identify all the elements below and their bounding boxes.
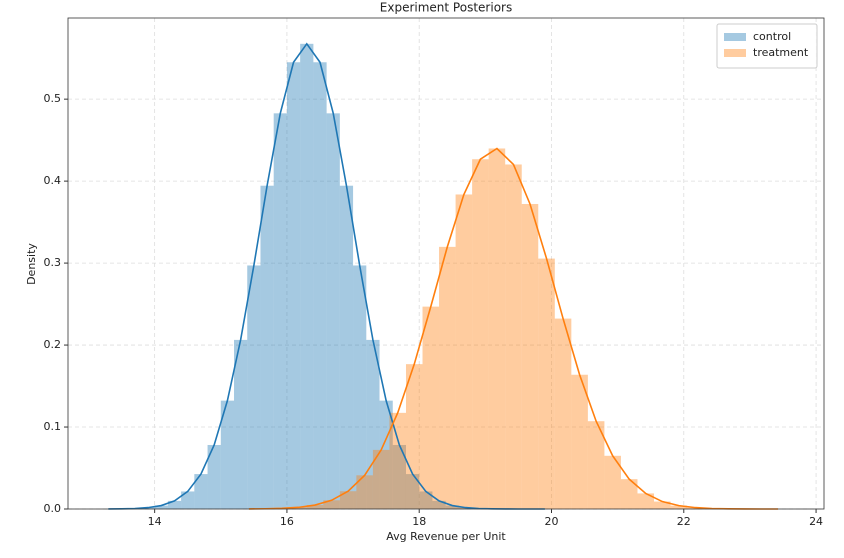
histogram-bar [260, 186, 273, 509]
x-tick-label: 18 [412, 515, 426, 528]
histogram-bar [234, 340, 247, 509]
y-tick-label: 0.1 [44, 420, 62, 433]
histogram-bar [327, 113, 340, 509]
histogram-bar [555, 319, 572, 509]
x-tick-label: 20 [544, 515, 558, 528]
y-tick-label: 0.3 [44, 256, 62, 269]
histogram-bar [571, 375, 588, 509]
histogram-bar [522, 204, 539, 509]
histogram-bar [489, 148, 506, 509]
histogram-bar [472, 159, 489, 509]
histogram-bar [353, 265, 366, 509]
x-tick-label: 22 [677, 515, 691, 528]
chart-title: Experiment Posteriors [380, 1, 512, 15]
legend-label: treatment [753, 46, 809, 59]
histogram-bar [406, 364, 423, 509]
histogram-bar [274, 113, 287, 509]
x-tick-label: 24 [809, 515, 823, 528]
histogram-bar [300, 44, 313, 509]
histogram-bar [287, 62, 300, 509]
y-tick-label: 0.0 [44, 502, 62, 515]
histogram-bar [505, 164, 522, 509]
histogram-bar [456, 194, 473, 509]
y-tick-label: 0.2 [44, 338, 62, 351]
x-tick-label: 16 [280, 515, 294, 528]
histogram-bar [340, 186, 353, 509]
legend-swatch [724, 49, 746, 57]
y-axis-label: Density [25, 243, 38, 285]
legend-swatch [724, 33, 746, 41]
x-tick-label: 14 [148, 515, 162, 528]
histogram-bar [538, 259, 555, 509]
y-tick-label: 0.4 [44, 174, 62, 187]
y-tick-label: 0.5 [44, 92, 62, 105]
histogram-bar [423, 307, 440, 509]
histogram-bar [247, 265, 260, 509]
legend-label: control [753, 30, 791, 43]
histogram-bar [313, 62, 326, 509]
x-axis-label: Avg Revenue per Unit [386, 530, 506, 543]
histogram-bar [439, 247, 456, 509]
